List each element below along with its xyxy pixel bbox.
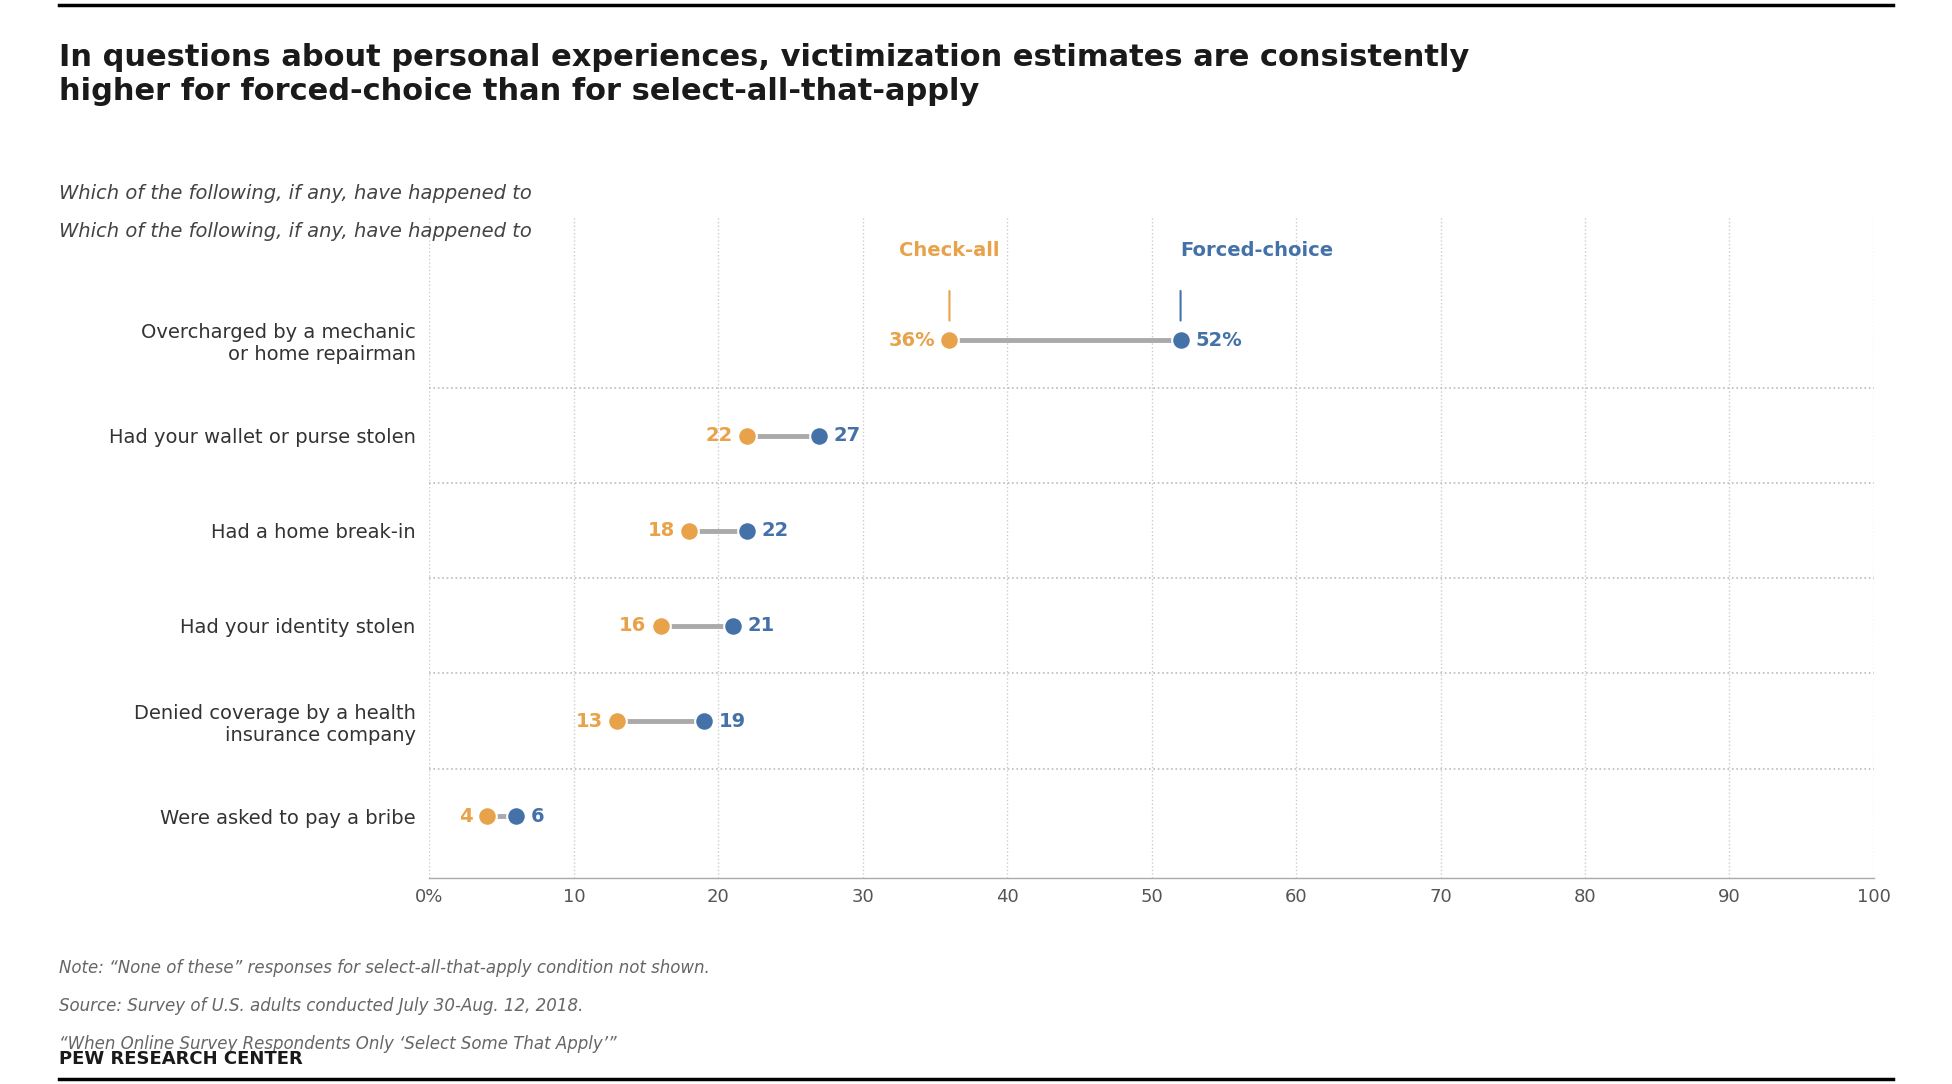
Text: 18: 18 [648, 521, 675, 540]
Point [601, 712, 632, 730]
Text: Forced-choice: Forced-choice [1181, 241, 1333, 259]
Text: 22: 22 [705, 426, 732, 446]
Point [716, 617, 748, 634]
Point [1165, 332, 1197, 349]
Text: 13: 13 [576, 711, 603, 731]
Text: 4: 4 [459, 806, 472, 826]
Text: 21: 21 [748, 617, 775, 635]
Point [732, 522, 763, 540]
Point [673, 522, 705, 540]
Point [804, 427, 835, 444]
Text: PEW RESEARCH CENTER: PEW RESEARCH CENTER [59, 1049, 303, 1068]
Text: Which of the following, if any, have happened to: Which of the following, if any, have hap… [59, 184, 537, 204]
Text: 22: 22 [761, 521, 789, 540]
Text: 27: 27 [834, 426, 861, 446]
Text: 52%: 52% [1195, 331, 1241, 350]
Point [644, 617, 675, 634]
Point [689, 712, 720, 730]
Point [933, 332, 964, 349]
Text: “When Online Survey Respondents Only ‘Select Some That Apply’”: “When Online Survey Respondents Only ‘Se… [59, 1035, 617, 1054]
Point [500, 808, 531, 825]
Text: 16: 16 [619, 617, 646, 635]
Point [472, 808, 504, 825]
Text: 19: 19 [718, 711, 746, 731]
Text: Note: “None of these” responses for select-all-that-apply condition not shown.: Note: “None of these” responses for sele… [59, 959, 709, 978]
Text: 6: 6 [531, 806, 545, 826]
Text: Source: Survey of U.S. adults conducted July 30-Aug. 12, 2018.: Source: Survey of U.S. adults conducted … [59, 997, 584, 1016]
Text: Check-all: Check-all [900, 241, 999, 259]
Text: 36%: 36% [888, 331, 935, 350]
Text: Which of the following, if any, have happened to: Which of the following, if any, have hap… [59, 222, 537, 242]
Text: In questions about personal experiences, victimization estimates are consistentl: In questions about personal experiences,… [59, 43, 1470, 106]
Point [732, 427, 763, 444]
